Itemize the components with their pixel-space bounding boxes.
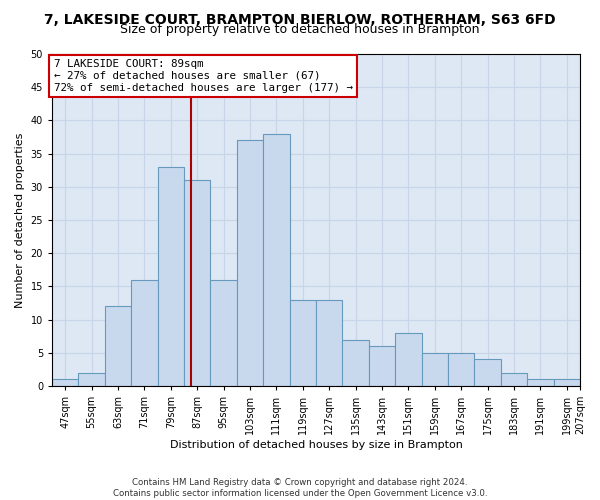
Text: 7 LAKESIDE COURT: 89sqm
← 27% of detached houses are smaller (67)
72% of semi-de: 7 LAKESIDE COURT: 89sqm ← 27% of detache… [54, 60, 353, 92]
Bar [105, 306, 131, 386]
Bar [501, 373, 527, 386]
Text: Size of property relative to detached houses in Brampton: Size of property relative to detached ho… [120, 22, 480, 36]
Text: 7, LAKESIDE COURT, BRAMPTON BIERLOW, ROTHERHAM, S63 6FD: 7, LAKESIDE COURT, BRAMPTON BIERLOW, ROT… [44, 12, 556, 26]
Bar [184, 180, 211, 386]
Bar [448, 353, 475, 386]
Bar [52, 380, 79, 386]
Bar [422, 353, 448, 386]
Text: Contains HM Land Registry data © Crown copyright and database right 2024.
Contai: Contains HM Land Registry data © Crown c… [113, 478, 487, 498]
Y-axis label: Number of detached properties: Number of detached properties [15, 132, 25, 308]
Bar [554, 380, 580, 386]
Bar [343, 340, 369, 386]
Bar [316, 300, 343, 386]
Bar [395, 333, 422, 386]
X-axis label: Distribution of detached houses by size in Brampton: Distribution of detached houses by size … [170, 440, 463, 450]
Bar [263, 134, 290, 386]
Bar [527, 380, 554, 386]
Bar [290, 300, 316, 386]
Bar [237, 140, 263, 386]
Bar [369, 346, 395, 386]
Bar [131, 280, 158, 386]
Bar [158, 167, 184, 386]
Bar [79, 373, 105, 386]
Bar [211, 280, 237, 386]
Bar [475, 360, 501, 386]
